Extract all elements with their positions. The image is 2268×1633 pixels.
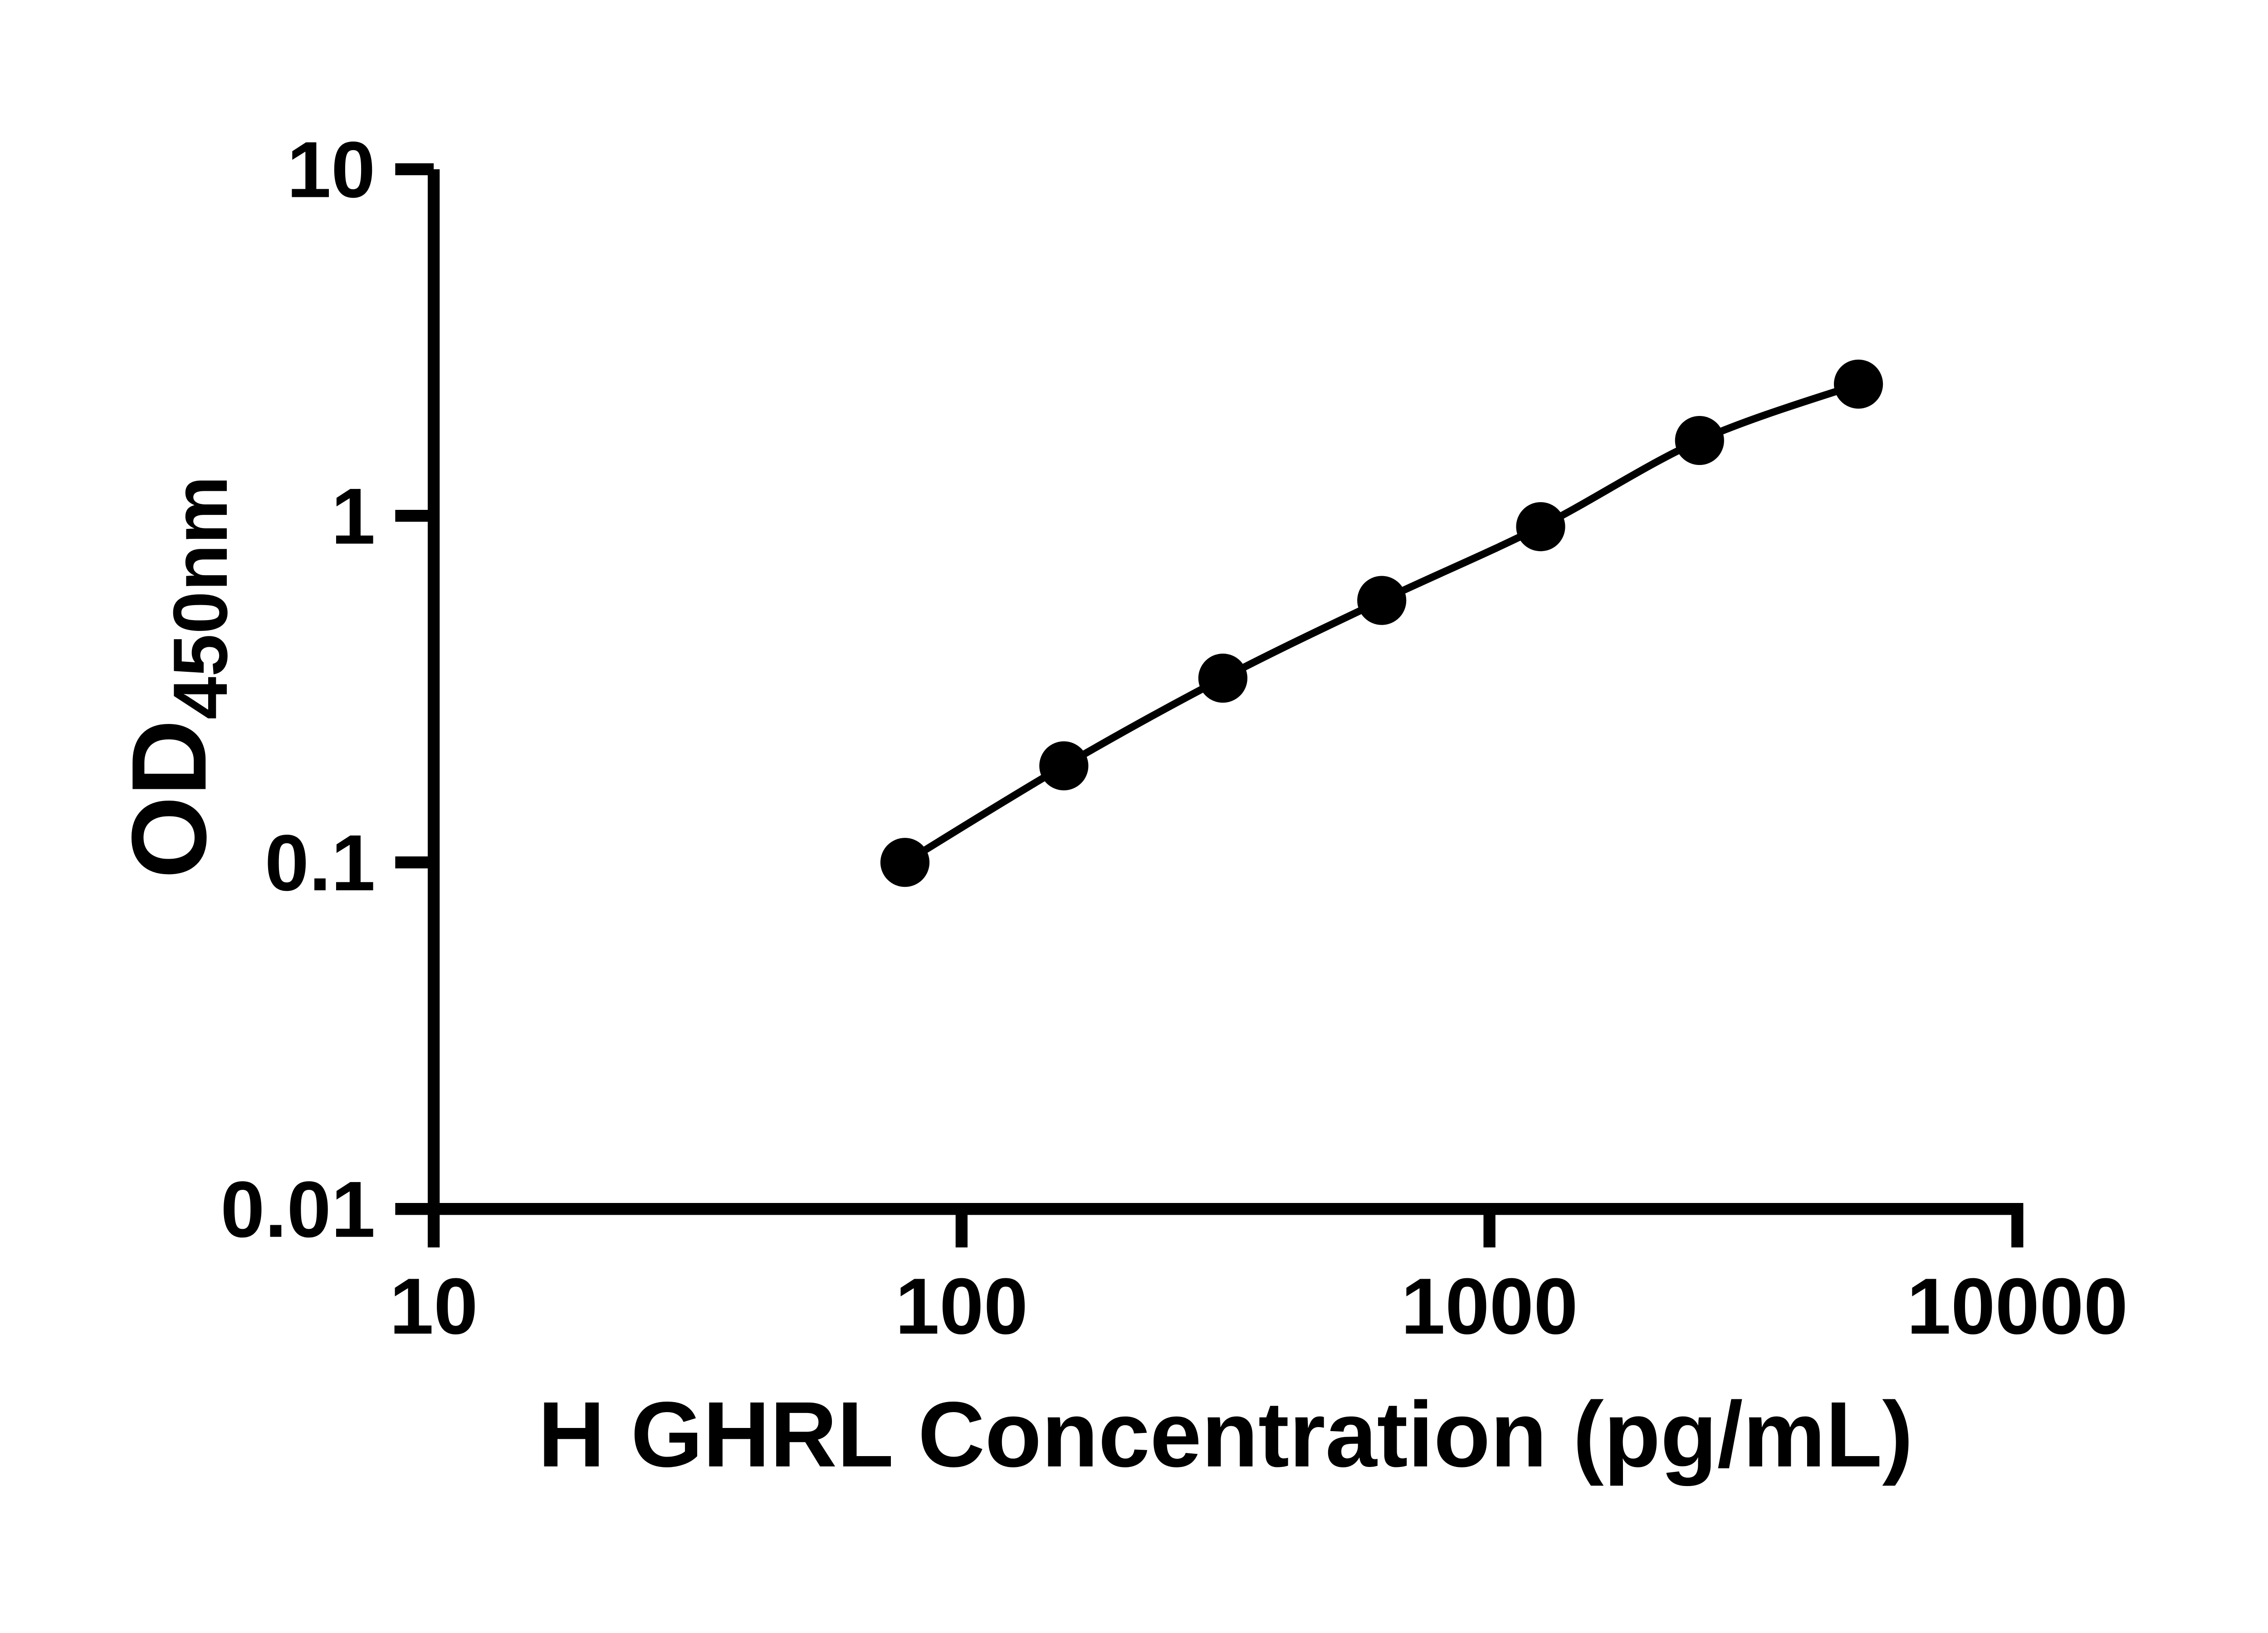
data-point	[1675, 416, 1724, 465]
chart-background	[0, 20, 2268, 1613]
y-tick-label: 10	[287, 126, 375, 215]
y-tick-label: 1	[331, 472, 376, 561]
y-axis-title-subscript: 450nm	[157, 476, 243, 719]
x-tick-label: 100	[895, 1262, 1028, 1351]
x-tick-label: 10	[390, 1262, 478, 1351]
y-tick-label: 0.1	[265, 819, 376, 908]
x-tick-label: 1000	[1401, 1262, 1578, 1351]
y-axis-title-main: OD	[109, 719, 228, 879]
data-point	[1357, 576, 1407, 625]
x-axis-title: H GHRL Concentration (pg/mL)	[538, 1383, 1913, 1486]
y-tick-label: 0.01	[220, 1165, 375, 1254]
data-point	[1039, 741, 1089, 791]
x-tick-label: 10000	[1906, 1262, 2128, 1351]
data-point	[1516, 502, 1565, 552]
data-point	[1198, 653, 1247, 703]
data-point	[880, 838, 930, 887]
y-axis-title: OD450nm	[109, 476, 243, 879]
data-point	[1833, 359, 1883, 409]
